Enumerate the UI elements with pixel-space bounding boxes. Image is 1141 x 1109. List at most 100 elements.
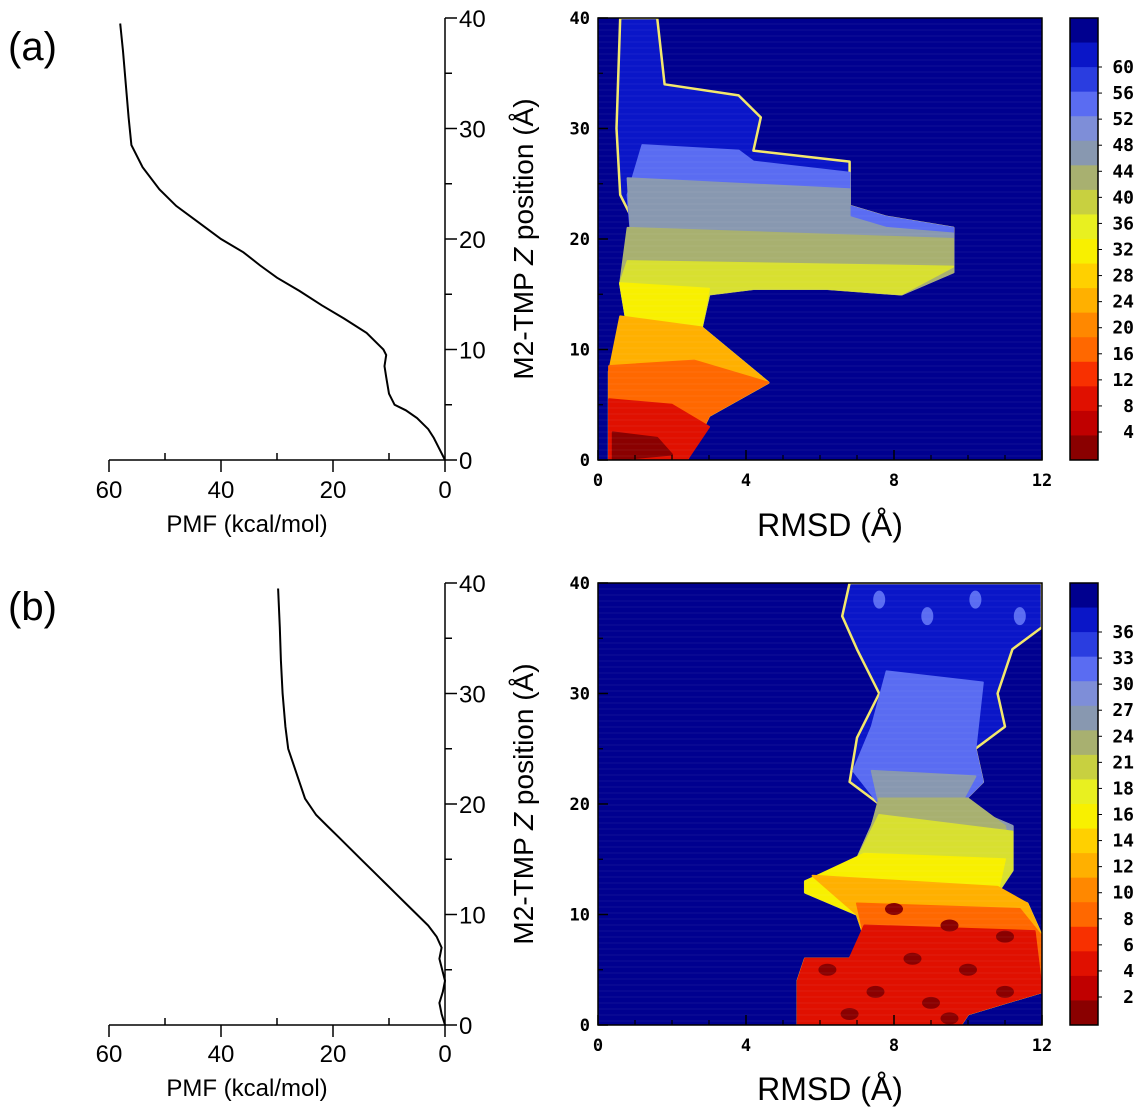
colorbar-segment (1070, 926, 1098, 952)
pmf-y-tick-label: 20 (459, 227, 486, 254)
pmf-plot: 60 40 20 0 PMF (kcal/mol) 0 10 20 30 40 (96, 6, 486, 538)
colorbar-segment (1070, 263, 1098, 289)
colorbar-label: 33 (1112, 648, 1134, 669)
contour-spot (969, 590, 982, 609)
heatmap-y-tick-label: 40 (570, 574, 590, 594)
colorbar-label: 18 (1112, 778, 1134, 799)
pmf-x-axis-title: PMF (kcal/mol) (166, 511, 327, 538)
contour-spot (818, 963, 837, 976)
pmf-x-tick-label: 20 (320, 477, 347, 504)
pmf-y-tick-label: 40 (459, 571, 486, 598)
heatmap-plot: 0 4 8 12 RMSD (Å) 0 10 20 30 40 M2-TMP Z position … (508, 574, 1052, 1107)
heatmap-y-tick-label: 20 (570, 230, 590, 250)
pmf-x-tick-label: 60 (96, 477, 123, 504)
pmf-y-tick-label: 30 (459, 117, 486, 144)
colorbar-segment (1070, 337, 1098, 363)
colorbar-label: 32 (1112, 240, 1134, 261)
contour-spot (940, 919, 959, 932)
colorbar-label: 40 (1112, 187, 1134, 208)
contour-spot (866, 985, 885, 998)
colorbar-label: 8 (1123, 396, 1134, 417)
contour-spot (959, 963, 977, 976)
colorbar-segment (1070, 730, 1098, 756)
heatmap-y-tick-label: 20 (570, 795, 590, 815)
y-title-part: Z (508, 247, 539, 266)
colorbar-segment (1070, 67, 1098, 93)
panel-label: (a) (8, 25, 57, 69)
heatmap-y-tick-label: 10 (570, 341, 590, 361)
colorbar-segment (1070, 140, 1098, 166)
colorbar-label: 60 (1112, 57, 1134, 78)
heatmap-x-tick-label: 12 (1032, 1036, 1052, 1056)
colorbar-label: 6 (1123, 935, 1134, 956)
pmf-x-tick-label: 40 (208, 1041, 235, 1068)
colorbar-segment (1070, 804, 1098, 830)
pmf-x-tick-label: 20 (320, 1041, 347, 1068)
colorbar-segment (1070, 583, 1098, 609)
colorbar-segment (1070, 116, 1098, 142)
colorbar-segment (1070, 975, 1098, 1001)
heatmap-y-tick-label: 10 (570, 906, 590, 926)
y-title-part: M2-TMP (508, 830, 539, 945)
colorbar-label: 24 (1112, 726, 1134, 747)
colorbar-segment (1070, 214, 1098, 240)
colorbar-segment (1070, 877, 1098, 903)
colorbar-label: 8 (1123, 909, 1134, 930)
contour-spot (885, 902, 903, 915)
panel-label: (b) (8, 585, 57, 629)
heatmap-x-axis-title: RMSD (Å) (757, 1071, 903, 1107)
colorbar-label: 48 (1112, 135, 1134, 156)
heatmap-x-tick-label: 0 (593, 471, 603, 491)
heatmap-x-tick-label: 8 (889, 1036, 899, 1056)
colorbar-segment (1070, 607, 1098, 633)
heatmap-x-tick-label: 0 (593, 1036, 603, 1056)
pmf-plot: 60 40 20 0 PMF (kcal/mol) 0 10 20 30 40 (96, 571, 486, 1102)
heatmap-x-axis-title: RMSD (Å) (757, 507, 903, 543)
colorbar-segment (1070, 681, 1098, 707)
colorbar-segment (1070, 902, 1098, 928)
colorbar-segment (1070, 42, 1098, 68)
colorbar-label: 44 (1112, 161, 1134, 182)
colorbar-frame (1069, 582, 1099, 1026)
pmf-y-tick-label: 20 (459, 792, 486, 819)
heatmap-x-tick-label: 12 (1032, 471, 1052, 491)
heatmap-y-axis-title: M2-TMP Z position (Å) (508, 663, 539, 944)
colorbar-segment (1070, 239, 1098, 265)
pmf-y-tick-label: 0 (459, 1013, 472, 1040)
heatmap-plot: 0 4 8 12 RMSD (Å) 0 10 20 30 40 M2-TMP Z position … (508, 9, 1052, 543)
pmf-y-tick-label: 30 (459, 682, 486, 709)
contour-spot (996, 930, 1014, 943)
colorbar-segment (1070, 705, 1098, 731)
colorbar-segment (1070, 288, 1098, 314)
colorbar-segment (1070, 165, 1098, 191)
pmf-x-tick-label: 0 (438, 477, 451, 504)
contour-spot (873, 590, 886, 609)
colorbar-segment (1070, 189, 1098, 215)
colorbar-segment (1070, 361, 1098, 387)
colorbar-label: 4 (1123, 422, 1134, 443)
colorbar-label: 30 (1112, 674, 1134, 695)
heatmap-y-tick-label: 30 (570, 685, 590, 705)
pmf-x-tick-label: 60 (96, 1041, 123, 1068)
heatmap-y-tick-label: 30 (570, 120, 590, 140)
colorbar-label: 56 (1112, 83, 1134, 104)
contour-spot (940, 1012, 959, 1025)
colorbar-label: 36 (1112, 622, 1134, 643)
pmf-curve (119, 23, 446, 461)
colorbar-label: 2 (1123, 987, 1134, 1008)
pmf-x-tick-label: 0 (438, 1041, 451, 1068)
colorbar-segment (1070, 91, 1098, 117)
colorbar-segment (1070, 1000, 1098, 1026)
colorbar-segment (1070, 632, 1098, 658)
colorbar-label: 12 (1112, 857, 1134, 878)
colorbar-segment (1070, 754, 1098, 780)
colorbar-label: 20 (1112, 318, 1134, 339)
y-title-part: position (Å) (508, 663, 539, 812)
contour-spot (922, 996, 940, 1009)
contour-level (611, 431, 673, 460)
colorbar-label: 4 (1123, 961, 1134, 982)
colorbar-segment (1070, 435, 1098, 461)
colorbar-label: 16 (1112, 805, 1134, 826)
